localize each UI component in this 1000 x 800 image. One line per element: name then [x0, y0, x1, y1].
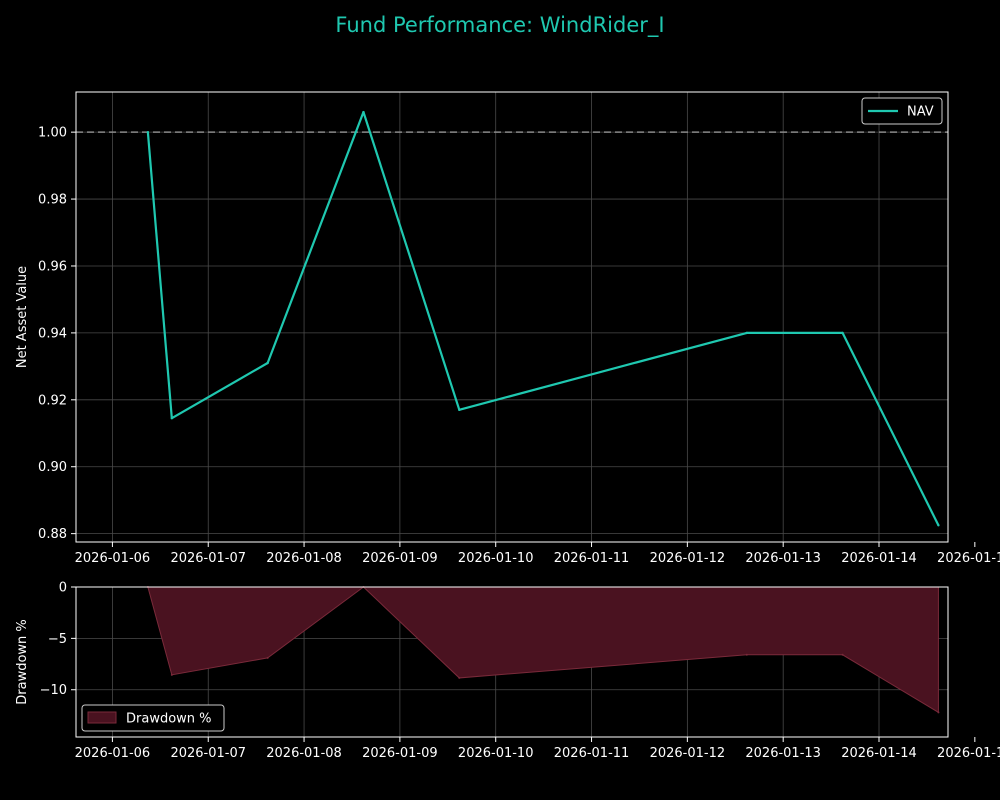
nav-series-line: [146, 110, 940, 526]
drawdown-y-ticks: −10 −5 0: [40, 581, 76, 698]
drawdown-point-6: [841, 653, 844, 656]
nav-x-tick-label-0: 2026-01-06: [75, 551, 151, 566]
drawdown-legend-swatch: [87, 711, 117, 724]
nav-point-0: [146, 130, 150, 134]
dd-x-tick-label-6: 2026-01-12: [650, 746, 726, 761]
nav-grid: [76, 92, 948, 542]
nav-point-7: [937, 524, 940, 527]
drawdown-x-ticks: 2026-01-06 2026-01-07 2026-01-08 2026-01-09…: [75, 737, 1000, 761]
dd-y-tick-label-2: 0: [59, 581, 67, 596]
nav-x-tick-label-8: 2026-01-14: [841, 551, 917, 566]
nav-x-tick-label-4: 2026-01-10: [458, 551, 534, 566]
nav-y-tick-label-4: 0.96: [38, 259, 67, 274]
nav-point-5: [745, 331, 748, 335]
nav-x-tick-label-1: 2026-01-07: [170, 551, 246, 566]
nav-series-group: [146, 110, 940, 527]
nav-point-2: [266, 361, 269, 365]
nav-x-tick-label-3: 2026-01-09: [362, 551, 438, 566]
nav-x-tick-label-7: 2026-01-13: [745, 551, 821, 566]
drawdown-point-5: [745, 653, 748, 656]
nav-y-axis-label: Net Asset Value: [15, 266, 30, 368]
dd-x-tick-label-5: 2026-01-11: [554, 746, 630, 761]
nav-x-tick-label-9: 2026-01-15: [937, 551, 1000, 566]
nav-y-tick-label-6: 1.00: [38, 126, 67, 141]
drawdown-point-7: [937, 711, 940, 714]
drawdown-axes-frame: [75, 586, 949, 738]
drawdown-point-4: [458, 676, 461, 679]
drawdown-legend-label: Drawdown %: [126, 712, 212, 727]
drawdown-area: [147, 586, 939, 714]
nav-x-tick-label-2: 2026-01-08: [266, 551, 342, 566]
dd-x-tick-label-0: 2026-01-06: [75, 746, 151, 761]
nav-y-ticks: 0.88 0.90 0.92 0.94 0.96 0.98 1.00: [38, 126, 76, 542]
dd-x-tick-label-4: 2026-01-10: [458, 746, 534, 761]
drawdown-point-2: [266, 656, 269, 659]
nav-y-tick-label-3: 0.94: [38, 326, 67, 341]
nav-point-4: [458, 408, 461, 412]
chart-title: Fund Performance: WindRider_I: [335, 13, 664, 38]
nav-legend: NAV: [861, 97, 943, 125]
nav-x-tick-label-6: 2026-01-12: [650, 551, 726, 566]
nav-x-ticks: 2026-01-06 2026-01-07 2026-01-08 2026-01-09…: [75, 542, 1000, 566]
nav-y-tick-label-5: 0.98: [38, 193, 67, 208]
nav-axes-frame: [75, 91, 949, 543]
dd-x-tick-label-9: 2026-01-15: [937, 746, 1000, 761]
drawdown-legend: Drawdown %: [81, 704, 225, 732]
drawdown-y-axis-label: Drawdown %: [15, 619, 30, 705]
nav-point-1: [170, 417, 174, 420]
dd-x-tick-label-2: 2026-01-08: [266, 746, 342, 761]
nav-panel: 2026-01-06 2026-01-07 2026-01-08 2026-01-09…: [15, 91, 1000, 566]
drawdown-series-group: [146, 586, 940, 714]
dd-x-tick-label-8: 2026-01-14: [841, 746, 917, 761]
drawdown-legend-box: [81, 704, 225, 732]
dd-x-tick-label-7: 2026-01-13: [745, 746, 821, 761]
nav-point-6: [841, 331, 844, 335]
drawdown-panel: 2026-01-06 2026-01-07 2026-01-08 2026-01-09…: [15, 581, 1000, 762]
dd-x-tick-label-1: 2026-01-07: [170, 746, 246, 761]
drawdown-point-1: [170, 673, 173, 676]
dd-y-tick-label-0: −10: [40, 683, 67, 698]
nav-y-tick-label-2: 0.92: [38, 393, 67, 408]
dd-y-tick-label-1: −5: [48, 632, 67, 647]
nav-point-3: [362, 110, 365, 114]
nav-x-tick-label-5: 2026-01-11: [554, 551, 630, 566]
nav-y-tick-label-1: 0.90: [38, 460, 67, 475]
nav-y-tick-label-0: 0.88: [38, 527, 67, 542]
dd-x-tick-label-3: 2026-01-09: [362, 746, 438, 761]
nav-legend-label: NAV: [907, 105, 934, 120]
nav-legend-box: [861, 97, 943, 125]
